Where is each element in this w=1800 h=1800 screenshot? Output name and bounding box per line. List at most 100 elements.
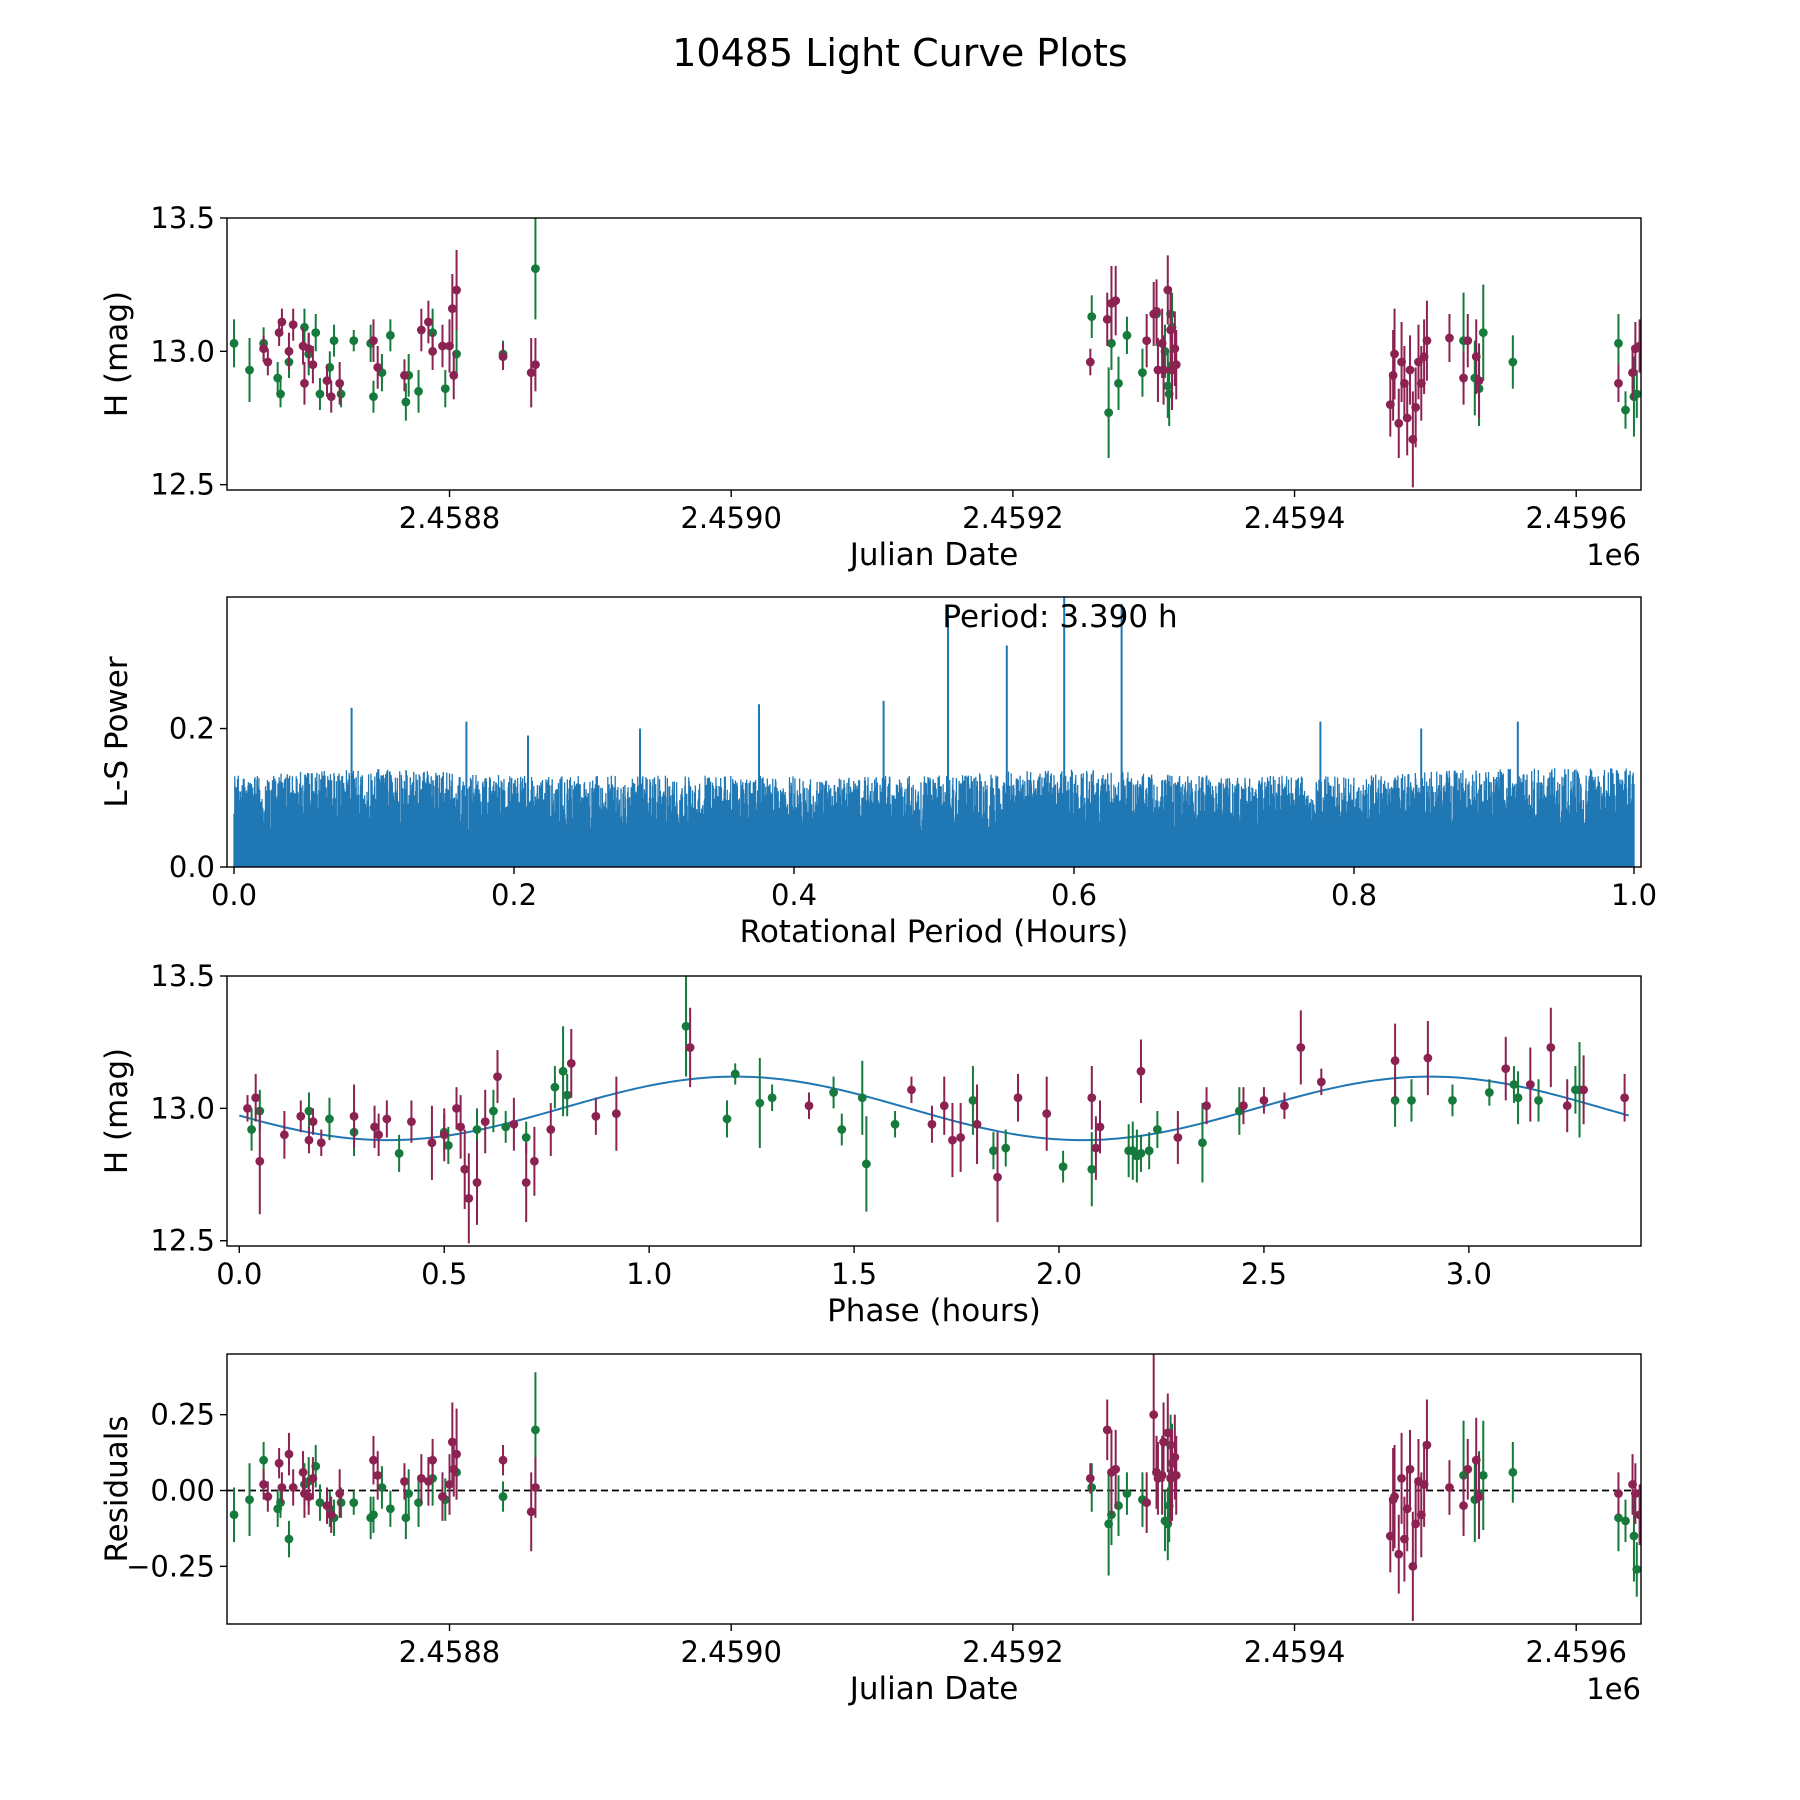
green-series-point	[1478, 328, 1488, 338]
green-series-point	[443, 1141, 453, 1150]
maroon-series-point	[1394, 1549, 1404, 1559]
maroon-series-point	[1459, 1501, 1468, 1511]
green-series-point	[245, 1495, 254, 1505]
green-series-point	[315, 1498, 325, 1508]
x-tick-label: 0.6	[1051, 878, 1097, 912]
periodogram-power-trace	[233, 768, 1635, 867]
figure-title: 10485 Light Curve Plots	[672, 31, 1127, 75]
maroon-series-point	[335, 378, 345, 388]
maroon-series-point	[316, 1138, 326, 1148]
maroon-series-point	[1397, 1473, 1406, 1483]
maroon-series-point	[243, 1103, 252, 1113]
maroon-series-point	[1171, 360, 1181, 370]
x-tick-label: 0.8	[1331, 878, 1377, 912]
maroon-series-point	[277, 1483, 287, 1492]
maroon-series-point	[349, 1111, 359, 1121]
maroon-series-point	[1635, 341, 1641, 351]
maroon-series-point	[460, 1164, 470, 1174]
maroon-series-point	[300, 378, 309, 388]
y-tick-label: −0.25	[126, 1549, 215, 1583]
green-series-point	[1136, 1148, 1146, 1158]
green-series-point	[857, 1093, 867, 1103]
maroon-series-point	[1463, 336, 1473, 346]
green-series-point	[1107, 338, 1116, 348]
maroon-series-point	[1562, 1101, 1572, 1111]
y-tick-label: 0.2	[169, 712, 215, 746]
maroon-series-point	[279, 1130, 289, 1140]
maroon-series-point	[373, 1470, 383, 1480]
green-series-point	[377, 1483, 387, 1492]
x-tick-label: 0.0	[216, 1257, 262, 1291]
maroon-series-point	[416, 1473, 426, 1483]
green-series-point	[501, 1122, 511, 1132]
x-tick-label: 2.4592	[962, 501, 1063, 535]
green-series-point	[401, 397, 411, 407]
x-tick-label: 2.4596	[1525, 1635, 1626, 1669]
maroon-series-point	[1546, 1043, 1556, 1052]
maroon-series-point	[400, 1477, 409, 1486]
green-series-point	[440, 384, 450, 394]
green-series-point	[1144, 1146, 1154, 1156]
maroon-series-point	[1170, 1452, 1180, 1462]
maroon-series-point	[1390, 349, 1399, 359]
maroon-series-point	[259, 344, 269, 354]
axes-frame	[226, 975, 1642, 1247]
y-tick-label: 13.5	[150, 959, 215, 993]
green-series-point	[414, 386, 423, 396]
maroon-series-point	[452, 285, 461, 295]
maroon-series-point	[1166, 325, 1176, 335]
maroon-series-point	[1152, 306, 1161, 316]
maroon-series-point	[1042, 1109, 1052, 1119]
maroon-series-point	[304, 344, 314, 354]
green-series-point	[521, 1133, 531, 1142]
green-series-point	[1621, 405, 1630, 415]
green-series-point	[1390, 1096, 1400, 1105]
model-fit-curve	[239, 1075, 1629, 1142]
green-series-point	[1104, 408, 1114, 418]
y-tick-label: 12.5	[150, 468, 215, 502]
green-series-point	[837, 1125, 847, 1134]
green-series-point	[1198, 1138, 1207, 1148]
maroon-series-point	[382, 1114, 392, 1124]
green-series-point	[1138, 368, 1147, 378]
residuals-panel: 2.4588 2.4590 2.4592 2.4594 2.4596 0.25 0.00 −0…	[99, 1353, 1642, 1707]
green-series-point	[1508, 357, 1518, 367]
green-series-point	[730, 1069, 740, 1079]
green-series-point	[229, 338, 239, 348]
maroon-series-point	[1173, 1133, 1183, 1142]
maroon-series-point	[284, 346, 294, 356]
maroon-series-point	[1390, 1492, 1399, 1501]
maroon-series-point	[416, 325, 426, 335]
green-series-point	[1614, 1513, 1623, 1523]
maroon-series-point	[1635, 1510, 1641, 1520]
green-series-point	[325, 1114, 334, 1124]
maroon-series-point	[526, 1507, 536, 1517]
maroon-series-point	[566, 1058, 576, 1068]
maroon-series-point	[472, 1178, 482, 1187]
maroon-series-point	[529, 1156, 539, 1166]
maroon-series-point	[298, 1467, 308, 1477]
maroon-series-point	[1142, 336, 1152, 346]
maroon-series-point	[369, 1455, 378, 1465]
y-axis-label: L-S Power	[99, 656, 135, 807]
maroon-series-point	[1085, 357, 1095, 367]
green-series-point	[1632, 1564, 1641, 1574]
green-series-point	[385, 1504, 395, 1514]
maroon-series-point	[1296, 1043, 1306, 1052]
green-series-point	[247, 1125, 256, 1134]
green-series-point	[1122, 330, 1132, 340]
x-tick-label: 2.4588	[399, 1635, 500, 1669]
residuals-points	[229, 1354, 1641, 1621]
maroon-series-point	[428, 346, 438, 356]
maroon-series-point	[1085, 1473, 1095, 1483]
maroon-series-point	[1405, 365, 1415, 375]
green-series-point	[284, 1534, 294, 1544]
maroon-series-point	[1111, 296, 1121, 306]
maroon-series-point	[1390, 1056, 1400, 1066]
maroon-series-point	[1157, 1470, 1167, 1480]
green-series-point	[562, 1090, 572, 1100]
green-series-point	[1513, 1093, 1523, 1103]
axes-frame	[226, 596, 1642, 868]
maroon-series-point	[274, 1458, 284, 1468]
